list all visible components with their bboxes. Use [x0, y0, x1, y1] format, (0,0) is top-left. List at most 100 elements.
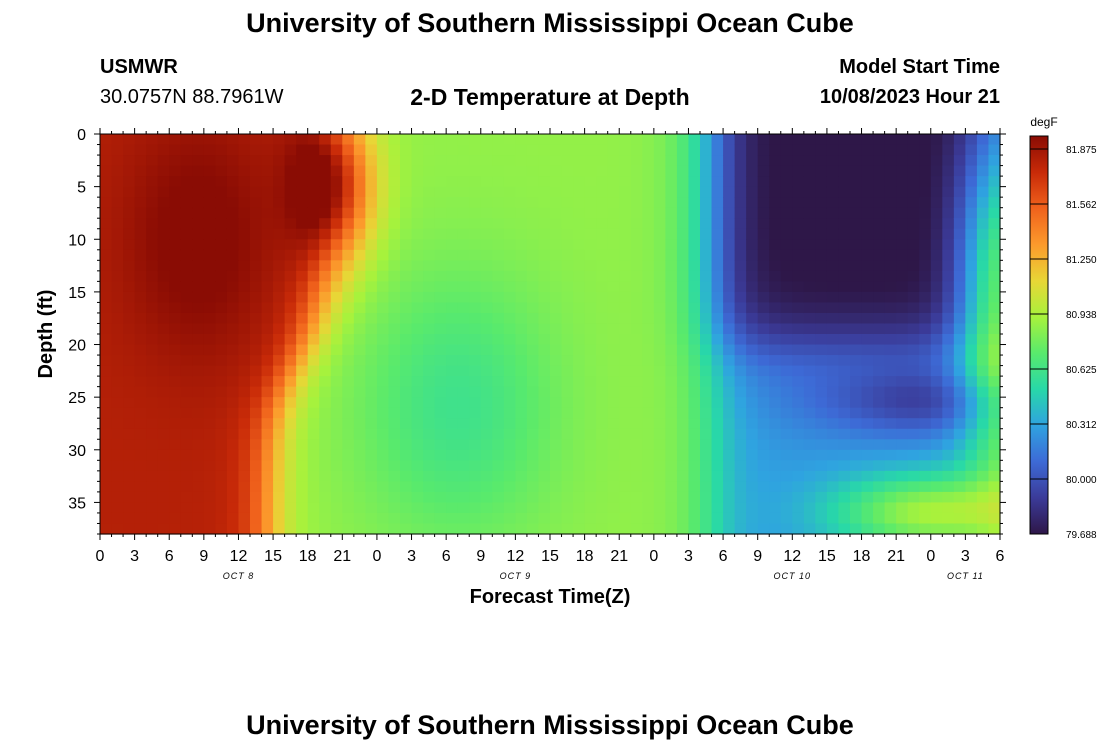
heatmap-cell — [111, 355, 124, 367]
heatmap-cell — [850, 397, 863, 409]
heatmap-cell — [250, 155, 263, 167]
heatmap-cell — [688, 249, 701, 261]
heatmap-cell — [630, 207, 643, 219]
heatmap-cell — [607, 249, 620, 261]
heatmap-cell — [100, 270, 113, 282]
heatmap-cell — [515, 323, 528, 335]
heatmap-cell — [319, 176, 332, 188]
heatmap-cell — [850, 323, 863, 335]
heatmap-cell — [861, 302, 874, 314]
heatmap-cell — [157, 470, 170, 482]
heatmap-cell — [850, 291, 863, 304]
heatmap-cell — [815, 218, 828, 230]
heatmap-cell — [861, 481, 874, 493]
heatmap-cell — [676, 176, 690, 188]
heatmap-cell — [861, 344, 874, 356]
heatmap-cell — [469, 312, 482, 325]
heatmap-cell — [596, 207, 609, 219]
heatmap-cell — [538, 397, 551, 409]
heatmap-cell — [907, 228, 920, 240]
heatmap-cell — [238, 155, 251, 167]
heatmap-cell — [550, 334, 563, 346]
heatmap-cell — [284, 239, 297, 251]
heatmap-cell — [884, 502, 897, 514]
heatmap-cell — [953, 186, 966, 198]
heatmap-cell — [919, 428, 932, 440]
heatmap-cell — [203, 144, 216, 156]
heatmap-cell — [688, 470, 701, 482]
heatmap-cell — [307, 365, 320, 377]
heatmap-cell — [515, 449, 528, 461]
heatmap-cell — [307, 428, 320, 440]
heatmap-cell — [919, 291, 932, 304]
heatmap-cell — [226, 523, 240, 535]
heatmap-cell — [700, 228, 713, 240]
heatmap-cell — [665, 186, 678, 198]
heatmap-cell — [642, 186, 655, 198]
heatmap-cell — [492, 134, 505, 146]
heatmap-cell — [561, 270, 574, 282]
heatmap-cell — [123, 334, 136, 346]
heatmap-cell — [192, 428, 205, 440]
heatmap-cell — [215, 502, 228, 514]
heatmap-cell — [723, 334, 736, 346]
heatmap-cell — [180, 334, 193, 346]
heatmap-cell — [123, 407, 136, 419]
heatmap-cell — [723, 512, 736, 525]
heatmap-cell — [838, 155, 851, 167]
heatmap-cell — [330, 218, 343, 230]
heatmap-cell — [319, 260, 332, 272]
heatmap-cell — [665, 355, 678, 367]
heatmap-cell — [584, 218, 597, 230]
heatmap-cell — [515, 197, 528, 209]
heatmap-cell — [642, 165, 655, 177]
heatmap-cell — [653, 386, 666, 398]
heatmap-cell — [353, 323, 366, 335]
heatmap-cell — [665, 134, 678, 146]
heatmap-cell — [192, 239, 205, 251]
heatmap-cell — [457, 270, 470, 282]
x-tick-label: 0 — [96, 548, 105, 565]
heatmap-cell — [365, 323, 378, 335]
heatmap-cell — [607, 449, 620, 461]
heatmap-cell — [261, 334, 274, 346]
heatmap-cell — [538, 260, 551, 272]
heatmap-cell — [123, 491, 136, 504]
heatmap-cell — [515, 428, 528, 440]
heatmap-cell — [330, 344, 343, 356]
heatmap-cell — [838, 323, 851, 335]
heatmap-cell — [896, 144, 909, 156]
heatmap-cell — [607, 218, 620, 230]
heatmap-cell — [226, 155, 240, 167]
heatmap-cell — [423, 523, 436, 535]
heatmap-cell — [723, 323, 736, 335]
heatmap-cell — [976, 460, 990, 472]
heatmap-cell — [492, 239, 505, 251]
heatmap-cell — [307, 228, 320, 240]
heatmap-cell — [273, 502, 286, 514]
heatmap-cell — [261, 428, 274, 440]
heatmap-cell — [711, 407, 724, 419]
heatmap-cell — [111, 439, 124, 451]
heatmap-cell — [803, 502, 816, 514]
heatmap-cell — [434, 260, 447, 272]
heatmap-cell — [238, 186, 251, 198]
heatmap-cell — [492, 186, 505, 198]
heatmap-cell — [226, 460, 240, 472]
heatmap-cell — [296, 197, 309, 209]
heatmap-cell — [342, 344, 355, 356]
heatmap-cell — [111, 249, 124, 261]
colorbar-tick-label: 81.875 — [1066, 145, 1097, 156]
heatmap-cell — [826, 523, 840, 535]
heatmap-cell — [365, 376, 378, 388]
heatmap-cell — [388, 439, 401, 451]
heatmap-cell — [261, 134, 274, 146]
heatmap-cell — [965, 491, 978, 504]
heatmap-cell — [780, 197, 793, 209]
heatmap-cell — [907, 334, 920, 346]
heatmap-cell — [261, 502, 274, 514]
heatmap-cell — [192, 386, 205, 398]
heatmap-cell — [261, 418, 274, 430]
heatmap-cell — [469, 228, 482, 240]
